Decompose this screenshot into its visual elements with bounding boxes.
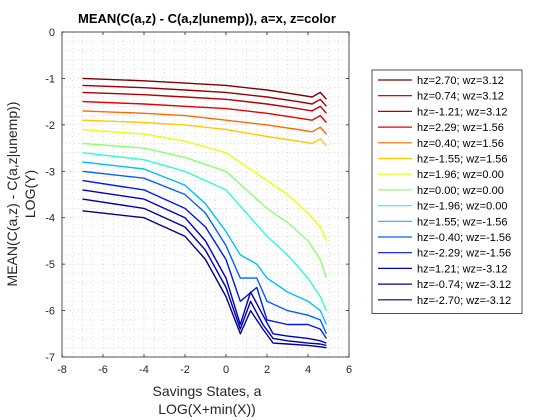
legend-label-12: hz=-2.29; wz=-1.56 [417,248,511,260]
x-tick-label: 2 [264,364,270,376]
series-line-14 [82,198,327,347]
x-tick-label: -2 [180,364,190,376]
legend-label-5: hz=0.40; wz=1.56 [417,138,504,150]
y-tick-label: -6 [45,306,55,318]
y-tick-label: -7 [45,352,55,364]
x-axis-label-line1: Savings States, a [153,383,262,399]
y-tick-label: 0 [49,27,55,39]
x-tick-label: -8 [57,364,67,376]
legend: hz=2.70; wz=3.12 hz=0.74; wz=3.12 hz=-1.21… [371,69,523,314]
y-tick-label: -4 [45,213,55,225]
x-tick-label: -6 [98,364,108,376]
legend-label-9: hz=-1.96; wz=0.00 [417,201,508,213]
x-tick-label: 4 [305,364,311,376]
series-line-11 [82,170,328,335]
series-line-9 [82,152,328,311]
legend-label-2: hz=0.74; wz=3.12 [417,91,504,103]
series-line-10 [82,161,328,325]
y-tick-label: -5 [45,259,55,271]
legend-label-3: hz=-1.21; wz=3.12 [417,106,508,118]
tick-layer: -8 -6 -4 -2 0 2 4 6 0 -1 -2 -3 -4 -5 -6 -7 [45,27,352,376]
series-line-6 [82,119,327,147]
chart-title: MEAN(C(a,z) - C(a,z|unemp)), a=x, z=colo… [78,11,336,26]
legend-label-1: hz=2.70; wz=3.12 [417,75,504,87]
series-line-8 [82,142,328,279]
series-line-13 [82,189,327,344]
series-layer [82,77,328,349]
series-line-12 [82,179,327,339]
plot-frame [61,31,350,358]
x-axis-label-line2: LOG(X+min(X)) [158,401,256,417]
legend-label-13: hz=1.21; wz=-3.12 [417,263,508,275]
series-line-3 [82,91,327,114]
legend-label-10: hz=1.55; wz=-1.56 [417,216,508,228]
legend-label-4: hz=2.29; wz=1.56 [417,122,504,134]
series-line-5 [82,110,327,135]
series-line-15 [82,210,327,349]
legend-label-6: hz=-1.55; wz=1.56 [417,154,508,166]
series-line-7 [82,128,328,242]
series-line-4 [82,100,327,123]
x-tick-label: -4 [139,364,149,376]
series-line-2 [82,84,327,107]
x-tick-label: 6 [346,364,352,376]
legend-label-14: hz=-0.74; wz=-3.12 [417,279,511,291]
y-tick-label: -1 [45,73,55,85]
x-tick-label: 0 [223,364,229,376]
legend-box [371,69,523,314]
legend-label-11: hz=-0.40; wz=-1.56 [417,232,511,244]
legend-label-7: hz=1.96; wz=0.00 [417,169,504,181]
y-tick-label: -3 [45,166,55,178]
y-axis-label-line1: MEAN(C(a,z) - C(a,z|unemp)) [4,102,20,287]
y-tick-label: -2 [45,120,55,132]
y-axis-label-line2: LOG(Y) [22,170,38,218]
series-line-1 [82,77,327,100]
legend-label-8: hz=0.00; wz=0.00 [417,185,504,197]
legend-label-15: hz=-2.70; wz=-3.12 [417,295,511,307]
